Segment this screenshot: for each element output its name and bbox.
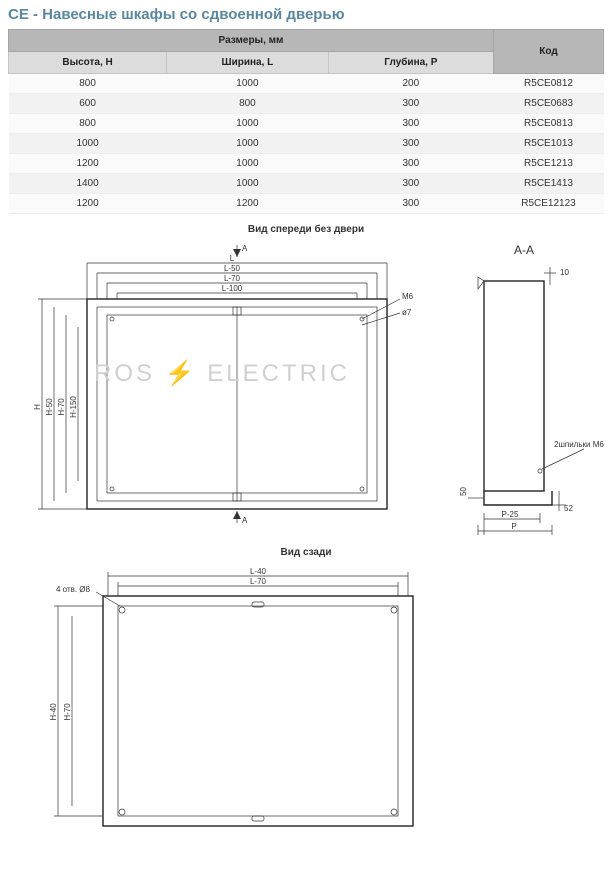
cell-p: 300 (328, 154, 493, 174)
svg-text:P-25: P-25 (502, 510, 519, 519)
section-caption: A-A (444, 243, 604, 257)
svg-text:50: 50 (459, 486, 468, 495)
svg-text:ø7: ø7 (402, 308, 412, 317)
table-row: 14001000300R5CE1413 (9, 174, 604, 194)
cell-p: 200 (328, 74, 493, 94)
cell-l: 1000 (167, 134, 329, 154)
svg-text:P: P (511, 522, 516, 531)
cell-l: 1000 (167, 154, 329, 174)
svg-text:A: A (242, 516, 248, 525)
cell-l: 1000 (167, 114, 329, 134)
svg-text:2шпильки M6: 2шпильки M6 (554, 440, 604, 449)
cell-h: 1200 (9, 154, 167, 174)
svg-text:H: H (33, 404, 42, 410)
section-view-diagram: A-A 10 2шпильки M6 50 52 (444, 239, 604, 541)
rear-view-diagram: L-40 L-70 4 отв. Ø8 H-40 H (8, 562, 468, 842)
cell-h: 1200 (9, 194, 167, 214)
cell-code: R5CE12123 (494, 194, 604, 214)
cell-code: R5CE1413 (494, 174, 604, 194)
cell-l: 800 (167, 94, 329, 114)
cell-h: 1000 (9, 134, 167, 154)
header-dims-group: Размеры, мм (9, 30, 494, 52)
svg-text:H-50: H-50 (45, 398, 54, 416)
svg-text:H-150: H-150 (69, 396, 78, 418)
cell-code: R5CE0813 (494, 114, 604, 134)
svg-text:H-70: H-70 (57, 398, 66, 416)
col-p: Глубина, P (328, 52, 493, 74)
page-title: CE - Навесные шкафы со сдвоенной дверью (8, 6, 604, 23)
cell-h: 800 (9, 74, 167, 94)
cell-code: R5CE0683 (494, 94, 604, 114)
table-row: 8001000300R5CE0813 (9, 114, 604, 134)
cell-p: 300 (328, 134, 493, 154)
cell-l: 1200 (167, 194, 329, 214)
front-view-diagram: A L L-50 L-70 L-100 (12, 239, 432, 541)
svg-text:H-70: H-70 (63, 703, 72, 721)
cell-p: 300 (328, 194, 493, 214)
svg-text:L-70: L-70 (250, 577, 267, 586)
col-h: Высота, Н (9, 52, 167, 74)
svg-text:L: L (230, 254, 235, 263)
table-row: 600800300R5CE0683 (9, 94, 604, 114)
svg-text:L-100: L-100 (222, 284, 243, 293)
table-row: 10001000300R5CE1013 (9, 134, 604, 154)
cell-h: 600 (9, 94, 167, 114)
cell-code: R5CE1013 (494, 134, 604, 154)
svg-text:H-40: H-40 (49, 703, 58, 721)
rear-caption: Вид сзади (8, 547, 604, 558)
svg-text:L-70: L-70 (224, 274, 241, 283)
col-l: Ширина, L (167, 52, 329, 74)
svg-text:M6: M6 (402, 292, 414, 301)
cell-l: 1000 (167, 174, 329, 194)
svg-text:L-40: L-40 (250, 567, 267, 576)
cell-p: 300 (328, 174, 493, 194)
front-caption: Вид спереди без двери (8, 224, 604, 235)
cell-code: R5CE0812 (494, 74, 604, 94)
dimensions-table: Размеры, мм Код Высота, Н Ширина, L Глуб… (8, 29, 604, 214)
section-svg: 10 2шпильки M6 50 52 P-25 P (444, 261, 604, 541)
cell-l: 1000 (167, 74, 329, 94)
cell-h: 1400 (9, 174, 167, 194)
table-row: 8001000200R5CE0812 (9, 74, 604, 94)
table-row: 12001200300R5CE12123 (9, 194, 604, 214)
cell-p: 300 (328, 114, 493, 134)
svg-text:52: 52 (564, 504, 573, 513)
cell-p: 300 (328, 94, 493, 114)
header-code: Код (494, 30, 604, 74)
cell-h: 800 (9, 114, 167, 134)
cell-code: R5CE1213 (494, 154, 604, 174)
svg-text:4 отв. Ø8: 4 отв. Ø8 (56, 585, 91, 594)
svg-text:L-50: L-50 (224, 264, 241, 273)
svg-text:A: A (242, 244, 248, 253)
table-row: 12001000300R5CE1213 (9, 154, 604, 174)
rear-svg: L-40 L-70 4 отв. Ø8 H-40 H (8, 562, 468, 842)
front-svg: A L L-50 L-70 L-100 (12, 239, 432, 539)
svg-text:10: 10 (560, 268, 569, 277)
